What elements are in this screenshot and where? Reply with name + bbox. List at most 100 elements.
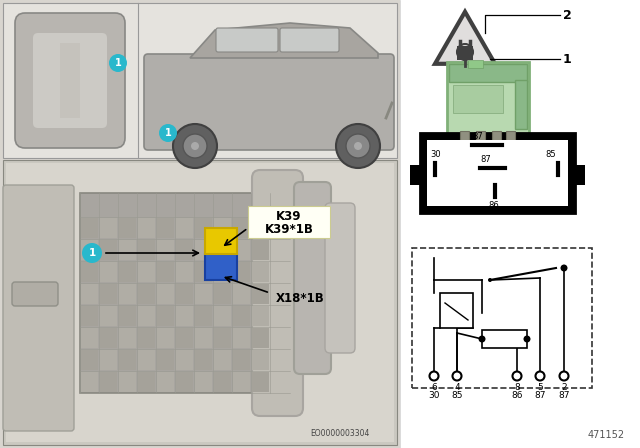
Circle shape [536, 371, 545, 380]
Bar [476, 131, 485, 155]
FancyBboxPatch shape [12, 282, 58, 306]
Text: 5: 5 [537, 383, 543, 392]
Text: 1: 1 [563, 52, 572, 65]
Bar [457, 46, 473, 60]
FancyBboxPatch shape [3, 185, 74, 431]
Bar [100, 328, 117, 348]
FancyBboxPatch shape [280, 28, 339, 52]
Bar [81, 372, 98, 392]
Bar [157, 328, 174, 348]
Bar [252, 218, 269, 238]
Text: 85: 85 [451, 391, 463, 400]
Bar [214, 372, 231, 392]
Circle shape [354, 142, 362, 150]
Bar [233, 218, 250, 238]
Bar [81, 350, 98, 370]
Bar [214, 306, 231, 326]
Bar [176, 218, 193, 238]
Bar [176, 240, 193, 260]
FancyBboxPatch shape [252, 170, 303, 416]
Bar [157, 284, 174, 304]
Bar [252, 350, 269, 370]
Bar [400, 0, 640, 448]
Bar [119, 284, 136, 304]
Bar [214, 328, 231, 348]
Bar [100, 372, 117, 392]
Bar [157, 240, 174, 260]
Bar [138, 328, 155, 348]
Bar [195, 306, 212, 326]
Text: K39*1B: K39*1B [264, 223, 314, 236]
FancyBboxPatch shape [294, 182, 331, 374]
FancyBboxPatch shape [205, 254, 237, 280]
Bar [100, 306, 117, 326]
Circle shape [346, 134, 370, 158]
Bar [468, 60, 483, 68]
Bar [195, 328, 212, 348]
Circle shape [336, 124, 380, 168]
Text: 87: 87 [558, 391, 570, 400]
Bar [410, 165, 422, 185]
Text: 2: 2 [561, 383, 567, 392]
Bar [252, 372, 269, 392]
Bar [460, 131, 469, 155]
FancyBboxPatch shape [216, 28, 278, 52]
Text: 1: 1 [164, 128, 172, 138]
Circle shape [173, 124, 217, 168]
Bar [157, 372, 174, 392]
Bar [157, 350, 174, 370]
Bar [214, 284, 231, 304]
Bar [492, 131, 501, 155]
Bar [100, 284, 117, 304]
Bar [412, 248, 592, 388]
Bar [233, 306, 250, 326]
Bar [195, 240, 212, 260]
Bar [138, 218, 155, 238]
Circle shape [109, 54, 127, 72]
Text: 86: 86 [511, 391, 523, 400]
FancyBboxPatch shape [447, 62, 529, 134]
Bar [3, 3, 397, 158]
Bar [233, 350, 250, 370]
Bar [440, 293, 473, 328]
Circle shape [183, 134, 207, 158]
Text: EO0000003304: EO0000003304 [310, 429, 370, 438]
Bar [176, 372, 193, 392]
Bar [157, 218, 174, 238]
Bar [252, 262, 269, 282]
Bar [233, 240, 250, 260]
Bar [214, 262, 231, 282]
FancyBboxPatch shape [325, 203, 355, 353]
Bar [195, 372, 212, 392]
Bar [6, 163, 394, 442]
Bar [195, 218, 212, 238]
Circle shape [559, 371, 568, 380]
FancyBboxPatch shape [515, 80, 527, 129]
Circle shape [513, 371, 522, 380]
Text: 1: 1 [88, 248, 95, 258]
Bar [252, 240, 269, 260]
Bar [119, 306, 136, 326]
Text: 2: 2 [563, 9, 572, 22]
Bar [119, 218, 136, 238]
FancyBboxPatch shape [449, 64, 527, 82]
Bar [233, 284, 250, 304]
FancyBboxPatch shape [33, 33, 107, 128]
Bar [176, 350, 193, 370]
FancyBboxPatch shape [15, 13, 125, 148]
Circle shape [488, 278, 492, 282]
Text: 86: 86 [488, 201, 499, 210]
Bar [138, 240, 155, 260]
Bar [0, 0, 400, 448]
Bar [138, 306, 155, 326]
Bar [506, 131, 515, 155]
Bar [138, 350, 155, 370]
Text: 87: 87 [472, 132, 483, 141]
Bar [119, 262, 136, 282]
FancyBboxPatch shape [205, 228, 237, 254]
Text: 87: 87 [534, 391, 546, 400]
Bar [80, 193, 290, 393]
Bar [81, 306, 98, 326]
Bar [100, 240, 117, 260]
Bar [252, 328, 269, 348]
